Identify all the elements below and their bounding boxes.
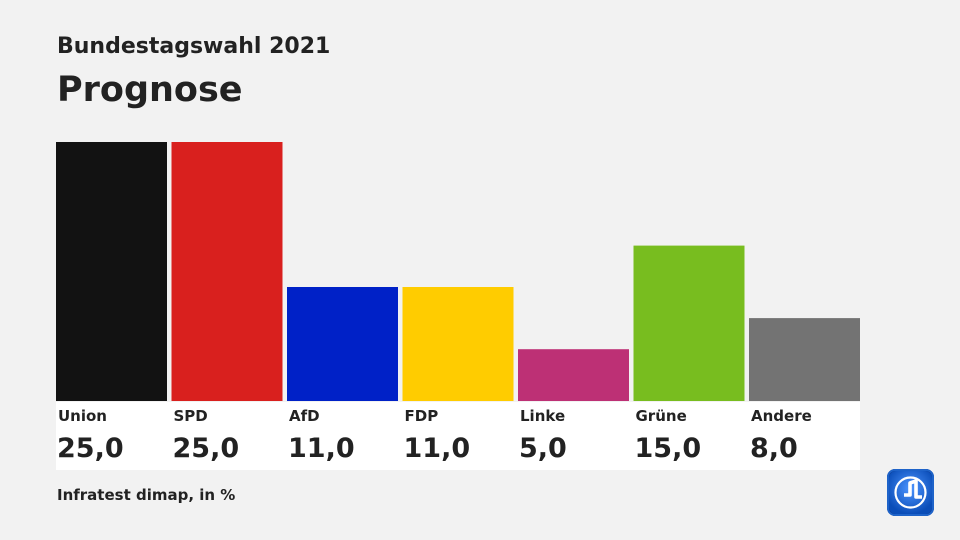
labels-panel <box>56 402 860 470</box>
category-label-spd: SPD <box>173 407 208 425</box>
bar-grüne <box>633 245 745 401</box>
chart-subtitle: Bundestagswahl 2021 <box>57 34 331 59</box>
bar-afd <box>287 287 398 401</box>
value-label-spd: 25,0 <box>172 433 240 464</box>
value-label-grüne: 15,0 <box>634 433 702 464</box>
ard-tagesschau-logo-icon <box>887 469 934 516</box>
bar-union <box>56 142 167 401</box>
value-label-andere: 8,0 <box>750 433 798 464</box>
value-label-linke: 5,0 <box>519 433 567 464</box>
bar-linke <box>518 349 629 401</box>
category-label-linke: Linke <box>520 407 566 425</box>
source-note: Infratest dimap, in % <box>57 486 236 504</box>
value-label-fdp: 11,0 <box>403 433 471 464</box>
category-label-andere: Andere <box>751 407 812 425</box>
bar-fdp <box>402 287 514 401</box>
category-label-afd: AfD <box>289 407 320 425</box>
bar-andere <box>749 318 860 401</box>
bar-spd <box>171 142 283 401</box>
category-label-grüne: Grüne <box>635 407 687 425</box>
category-label-union: Union <box>58 407 107 425</box>
chart-title: Prognose <box>57 70 243 110</box>
value-label-union: 25,0 <box>57 433 124 464</box>
value-label-afd: 11,0 <box>288 433 355 464</box>
category-label-fdp: FDP <box>404 407 439 425</box>
